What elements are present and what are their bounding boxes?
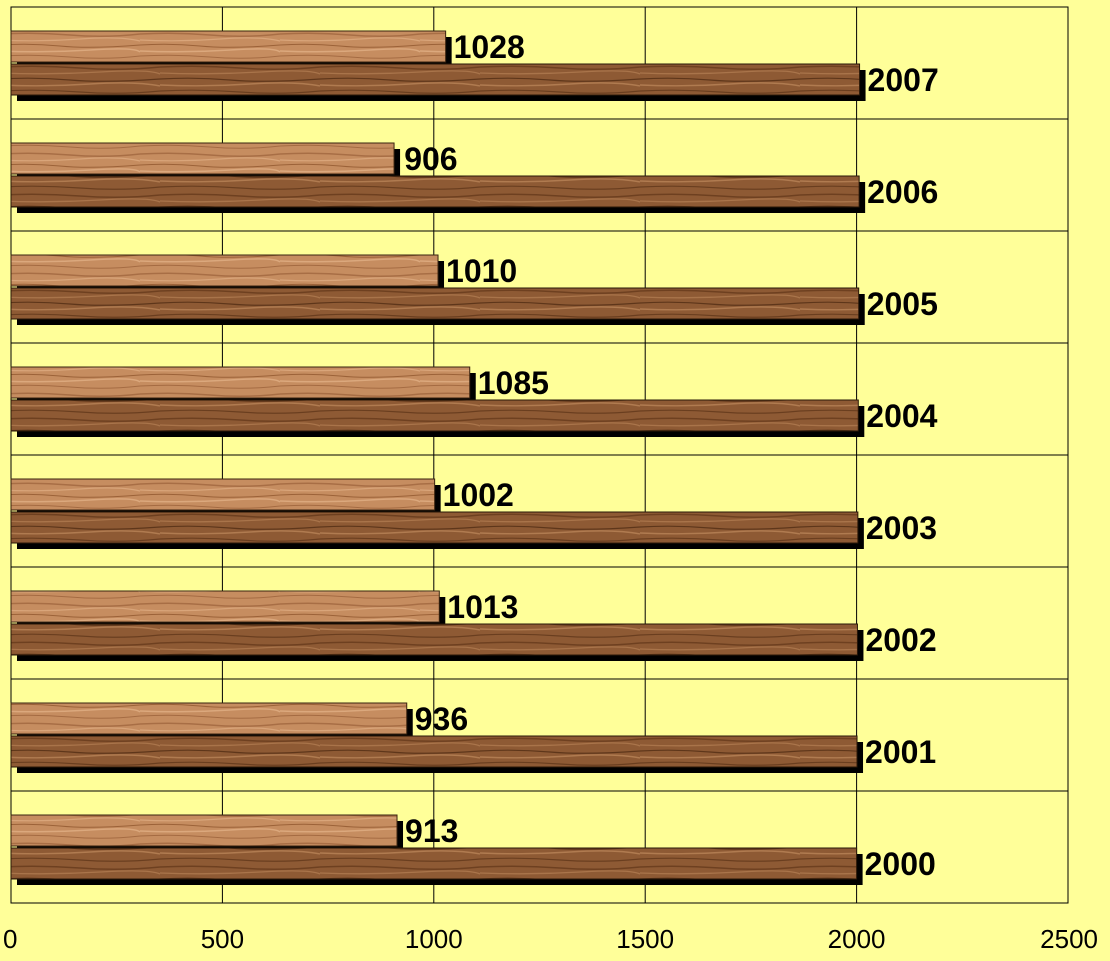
- data-label-series1: 936: [415, 701, 468, 737]
- data-label-series1: 913: [405, 813, 458, 849]
- data-label-series2: 2006: [867, 174, 938, 210]
- bar-series1-2003: [10, 478, 436, 511]
- bar-series2-2001: [10, 735, 858, 768]
- bar-series1-2004: [10, 366, 471, 399]
- x-tick-label: 1000: [405, 924, 463, 954]
- data-label-series2: 2003: [866, 510, 937, 546]
- data-label-series2: 2000: [865, 846, 936, 882]
- bar-series2-2003: [10, 511, 859, 544]
- x-tick-label: 2500: [1040, 924, 1098, 954]
- data-label-series2: 2007: [868, 62, 939, 98]
- data-label-series2: 2002: [865, 622, 936, 658]
- x-tick-label: 2000: [828, 924, 886, 954]
- bar-series1-2006: [10, 142, 395, 175]
- data-label-series2: 2001: [865, 734, 936, 770]
- data-label-series1: 1002: [443, 477, 514, 513]
- data-label-series1: 906: [404, 141, 457, 177]
- data-label-series1: 1085: [478, 365, 549, 401]
- data-label-series2: 2004: [866, 398, 937, 434]
- bar-series1-2002: [10, 590, 440, 623]
- data-labels: 913 2000 936 2001 1013 2002 1002 2003 1085 2004 10…: [404, 29, 939, 882]
- bar-series1-2000: [10, 814, 398, 847]
- x-tick-label: 1500: [616, 924, 674, 954]
- bar-series2-2000: [10, 847, 858, 880]
- bar-series2-2007: [10, 63, 861, 96]
- bar-series2-2002: [10, 623, 858, 656]
- bar-series1-2001: [10, 702, 408, 735]
- bar-series2-2006: [10, 175, 860, 208]
- data-label-series1: 1013: [447, 589, 518, 625]
- bar-series1-2007: [10, 30, 447, 63]
- x-tick-label: 0: [3, 924, 17, 954]
- data-label-series1: 1010: [446, 253, 517, 289]
- data-label-series1: 1028: [454, 29, 525, 65]
- bar-series2-2004: [10, 399, 859, 432]
- bar-series2-2005: [10, 287, 860, 320]
- x-tick-label: 500: [201, 924, 244, 954]
- bar-series1-2005: [10, 254, 439, 287]
- bars: [10, 30, 866, 885]
- data-label-series2: 2005: [867, 286, 938, 322]
- x-axis-ticks: 0 500 1000 1500 2000 2500: [3, 924, 1098, 954]
